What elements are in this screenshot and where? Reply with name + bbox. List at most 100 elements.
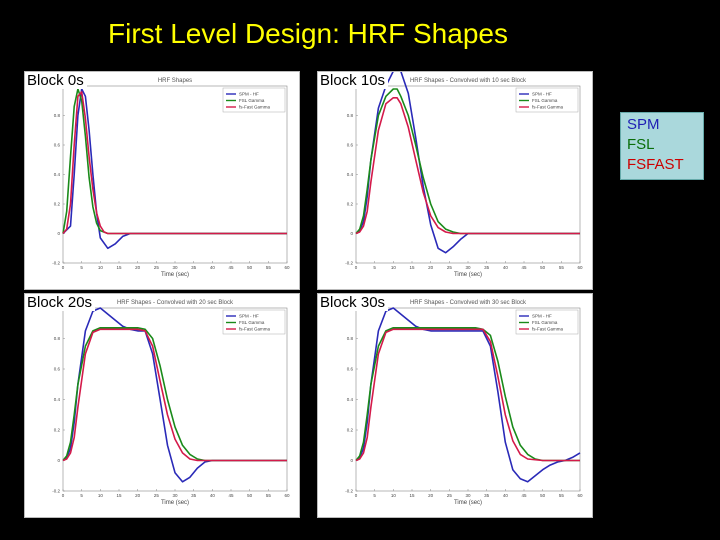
legend-label: FSL Gamma (239, 98, 265, 103)
x-tick-label: 5 (80, 493, 83, 498)
y-tick-label: 0.6 (347, 143, 354, 148)
y-tick-label: 0.6 (54, 143, 61, 148)
plot-frame (355, 307, 581, 492)
y-tick-label: 0 (350, 458, 353, 463)
block-label: Block 30s (319, 294, 389, 311)
y-tick-label: 0.6 (54, 367, 61, 372)
y-tick-label: 0.8 (347, 336, 354, 341)
x-tick-label: 40 (210, 493, 216, 498)
x-tick-label: 45 (521, 493, 527, 498)
plot-frame (62, 307, 288, 492)
legend-label: SPM - HF (239, 314, 259, 319)
y-tick-label: 0.4 (347, 397, 354, 402)
y-tick-label: 0 (350, 231, 353, 236)
legend-label: SPM - HF (532, 92, 552, 97)
series-line (355, 307, 581, 483)
chart-svg: HRF Shapes - Convolved with 30 sec Block… (345, 300, 583, 506)
x-tick-label: 55 (266, 265, 272, 270)
x-tick-label: 30 (172, 265, 178, 270)
y-tick-label: 0.2 (54, 202, 61, 207)
block-label: Block 20s (26, 294, 96, 311)
y-tick-label: -0.2 (345, 261, 353, 266)
x-tick-label: 35 (484, 493, 490, 498)
chart-title: HRF Shapes (158, 78, 192, 84)
x-tick-label: 30 (465, 493, 471, 498)
chart-panel-block-0s: HRF Shapes 0 5 10 15 20 25 30 35 40 45 50 55 60 -0.2 0 0… (24, 71, 300, 290)
x-tick-label: 60 (284, 493, 290, 498)
chart-svg: HRF Shapes - Convolved with 20 sec Block… (52, 300, 290, 506)
x-tick-label: 20 (428, 265, 434, 270)
y-tick-label: 0.6 (347, 367, 354, 372)
x-tick-label: 25 (154, 493, 160, 498)
legend-label: FSL Gamma (532, 320, 558, 325)
chart-title: HRF Shapes - Convolved with 10 sec Block (410, 78, 527, 84)
x-axis-label: Time (sec) (454, 272, 482, 278)
block-label: Block 0s (26, 72, 87, 89)
x-tick-label: 25 (447, 265, 453, 270)
x-axis-label: Time (sec) (454, 500, 482, 506)
x-tick-label: 5 (373, 493, 376, 498)
y-tick-label: -0.2 (52, 489, 60, 494)
x-tick-label: 15 (409, 493, 415, 498)
x-tick-label: 10 (98, 265, 104, 270)
chart-panel-block-30s: HRF Shapes - Convolved with 30 sec Block… (317, 293, 593, 518)
y-tick-label: 0.8 (347, 113, 354, 118)
y-tick-label: 0 (57, 231, 60, 236)
chart-svg: HRF Shapes - Convolved with 10 sec Block… (345, 72, 583, 278)
legend-spm: SPM (627, 116, 660, 133)
series-line (62, 91, 287, 235)
x-tick-label: 40 (210, 265, 216, 270)
series-line (355, 97, 580, 235)
legend-label: fs-Fast Gamma (532, 105, 564, 110)
legend-fsfast: FSFAST (627, 156, 684, 173)
x-tick-label: 0 (62, 265, 65, 270)
x-tick-label: 40 (503, 493, 509, 498)
plot-frame (355, 85, 581, 264)
y-tick-label: 0.4 (347, 172, 354, 177)
x-tick-label: 40 (503, 265, 509, 270)
x-tick-label: 60 (577, 493, 583, 498)
slide-title: First Level Design: HRF Shapes (108, 18, 508, 49)
x-tick-label: 20 (135, 265, 141, 270)
series-line (355, 327, 580, 462)
x-tick-label: 25 (154, 265, 160, 270)
x-tick-label: 45 (521, 265, 527, 270)
legend-label: FSL Gamma (532, 98, 558, 103)
x-tick-label: 35 (191, 493, 197, 498)
y-tick-label: 0.2 (347, 202, 354, 207)
x-tick-label: 50 (247, 493, 253, 498)
series-line (62, 328, 287, 462)
y-tick-label: 0.2 (347, 428, 354, 433)
x-tick-label: 60 (577, 265, 583, 270)
x-tick-label: 30 (465, 265, 471, 270)
x-tick-label: 10 (391, 493, 397, 498)
block-label: Block 10s (319, 72, 389, 89)
x-tick-label: 15 (409, 265, 415, 270)
y-tick-label: -0.2 (345, 489, 353, 494)
x-tick-label: 20 (428, 493, 434, 498)
x-tick-label: 5 (373, 265, 376, 270)
x-tick-label: 20 (135, 493, 141, 498)
x-tick-label: 35 (191, 265, 197, 270)
x-tick-label: 50 (247, 265, 253, 270)
x-tick-label: 15 (116, 265, 122, 270)
x-tick-label: 10 (391, 265, 397, 270)
legend-label: fs-Fast Gamma (532, 327, 564, 332)
y-tick-label: 0.4 (54, 172, 61, 177)
x-tick-label: 0 (355, 265, 358, 270)
x-tick-label: 60 (284, 265, 290, 270)
x-tick-label: 15 (116, 493, 122, 498)
x-axis-label: Time (sec) (161, 272, 189, 278)
legend-label: FSL Gamma (239, 320, 265, 325)
y-tick-label: -0.2 (52, 261, 60, 266)
x-axis-label: Time (sec) (161, 500, 189, 506)
x-tick-label: 55 (559, 265, 565, 270)
y-tick-label: 0.8 (54, 113, 61, 118)
x-tick-label: 10 (98, 493, 104, 498)
x-tick-label: 30 (172, 493, 178, 498)
chart-panel-block-10s: HRF Shapes - Convolved with 10 sec Block… (317, 71, 593, 290)
x-tick-label: 45 (228, 265, 234, 270)
chart-title: HRF Shapes - Convolved with 30 sec Block (410, 300, 527, 306)
y-tick-label: 0.2 (54, 428, 61, 433)
